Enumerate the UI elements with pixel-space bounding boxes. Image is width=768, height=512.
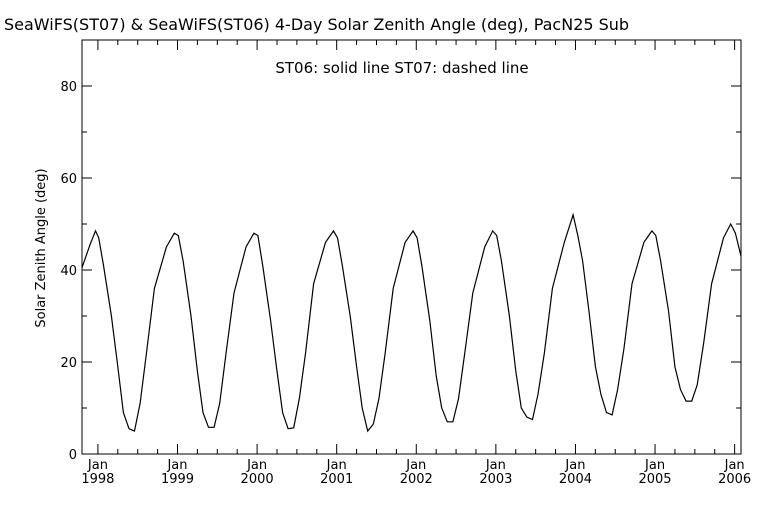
y-tick-label: 0	[69, 448, 77, 463]
x-tick-year-label: 2001	[320, 472, 353, 487]
x-tick-month-label: Jan	[485, 458, 506, 473]
y-tick-label: 60	[60, 172, 77, 187]
x-tick-year-label: 2003	[479, 472, 512, 487]
axis-tick-labels: 020406080Jan1998Jan1999Jan2000Jan2001Jan…	[60, 80, 751, 487]
x-tick-year-label: 2006	[718, 472, 751, 487]
series-line-st06	[81, 212, 742, 433]
y-tick-label: 80	[60, 80, 77, 95]
x-tick-year-label: 2004	[559, 472, 592, 487]
x-tick-year-label: 2000	[241, 472, 274, 487]
x-tick-month-label: Jan	[564, 458, 585, 473]
axis-ticks	[82, 40, 741, 455]
chart-annotation: ST06: solid line ST07: dashed line	[275, 59, 528, 77]
x-tick-year-label: 2005	[638, 472, 671, 487]
x-tick-year-label: 1998	[81, 472, 114, 487]
x-tick-month-label: Jan	[246, 458, 267, 473]
chart-title: SeaWiFS(ST07) & SeaWiFS(ST06) 4-Day Sola…	[4, 15, 629, 34]
x-tick-month-label: Jan	[405, 458, 426, 473]
plot-frame	[81, 39, 742, 455]
y-axis-label: Solar Zenith Angle (deg)	[34, 168, 49, 327]
x-tick-month-label: Jan	[724, 458, 745, 473]
x-tick-month-label: Jan	[644, 458, 665, 473]
x-tick-year-label: 1999	[161, 472, 194, 487]
x-tick-month-label: Jan	[166, 458, 187, 473]
series-layer	[81, 212, 742, 433]
x-tick-year-label: 2002	[400, 472, 433, 487]
x-tick-month-label: Jan	[326, 458, 347, 473]
x-tick-month-label: Jan	[87, 458, 108, 473]
y-tick-label: 40	[60, 264, 77, 279]
y-tick-label: 20	[60, 356, 77, 371]
